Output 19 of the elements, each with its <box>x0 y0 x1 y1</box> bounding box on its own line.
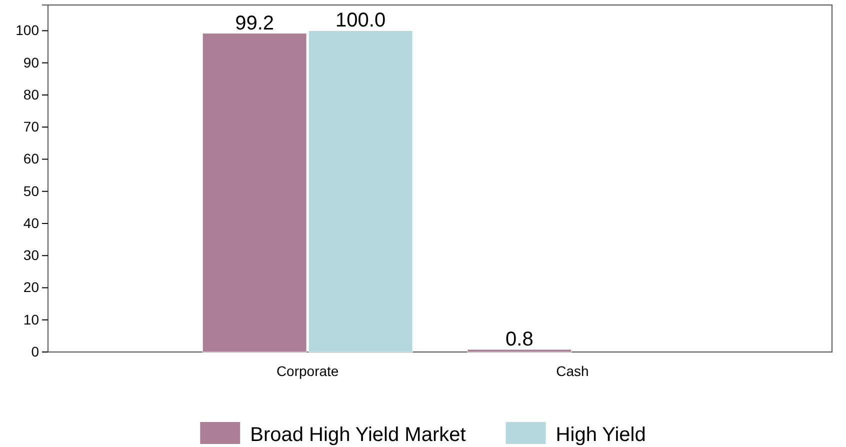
y-tick-label: 100 <box>16 22 40 38</box>
x-tick-label: Corporate <box>276 362 339 379</box>
y-tick-label: 50 <box>23 182 40 199</box>
y-tick-label: 60 <box>23 150 40 167</box>
y-tick-label: 70 <box>23 118 40 135</box>
x-tick-label: Cash <box>556 362 589 379</box>
y-tick-label: 80 <box>23 86 40 102</box>
y-tick-label: 40 <box>23 214 40 231</box>
y-tick-label: 30 <box>23 247 40 264</box>
y-tick-label: 20 <box>23 279 40 296</box>
y-tick-label: 90 <box>23 54 40 70</box>
legend-label: High Yield <box>556 424 646 446</box>
data-label: 99.2 <box>235 12 274 34</box>
bar <box>467 349 572 352</box>
y-tick-label: 10 <box>23 311 40 328</box>
data-label: 0.8 <box>506 328 534 350</box>
y-tick-label: 0 <box>31 343 40 360</box>
data-label: 100.0 <box>336 10 386 32</box>
legend-label: Broad High Yield Market <box>250 424 466 446</box>
